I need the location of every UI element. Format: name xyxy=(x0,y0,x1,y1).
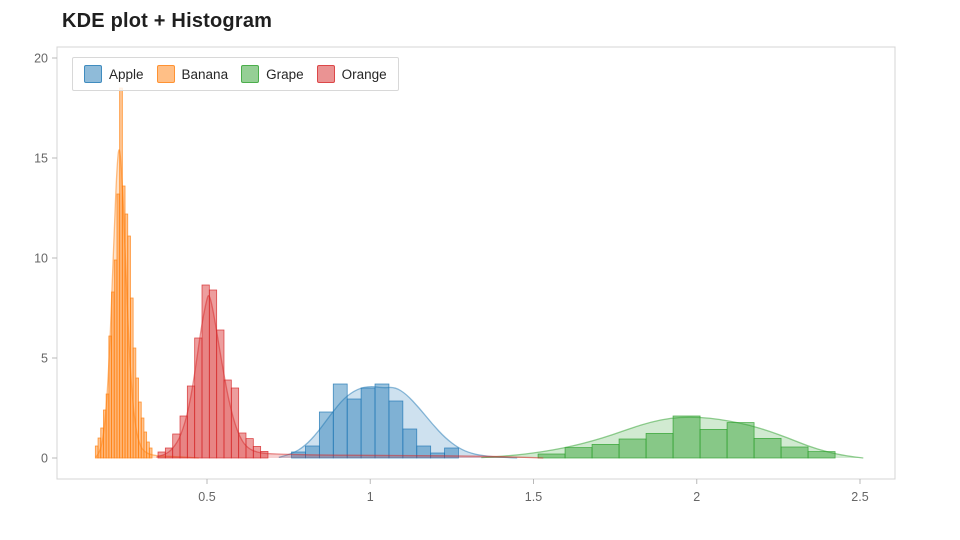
y-tick-label: 5 xyxy=(41,352,48,366)
x-axis: 0.5 1 1.5 2 2.5 xyxy=(198,479,869,504)
legend: Apple Banana Grape Orange xyxy=(72,57,399,91)
hist-bar xyxy=(672,415,701,459)
y-tick-label: 20 xyxy=(34,52,48,66)
series-banana xyxy=(94,87,199,459)
legend-item-grape: Grape xyxy=(241,65,304,83)
hist-bar xyxy=(645,432,674,459)
hist-bar xyxy=(807,451,836,459)
kde-area xyxy=(96,149,199,458)
legend-swatch-grape-icon xyxy=(241,65,260,83)
y-tick-label: 10 xyxy=(34,252,48,266)
x-tick-label: 2 xyxy=(693,490,700,504)
x-tick-label: 2.5 xyxy=(851,490,868,504)
kde-line xyxy=(156,295,544,459)
series-apple xyxy=(278,383,518,459)
kde-line xyxy=(95,149,199,459)
hist-bar xyxy=(726,422,755,459)
kde-line xyxy=(278,385,518,459)
y-tick-label: 0 xyxy=(41,452,48,466)
x-tick-label: 1.5 xyxy=(525,490,542,504)
legend-item-orange: Orange xyxy=(316,65,387,83)
legend-swatch-apple-icon xyxy=(84,65,102,83)
series-grape xyxy=(481,415,864,459)
legend-swatch-orange-icon xyxy=(316,65,335,83)
kde-line xyxy=(481,416,864,459)
page-title: KDE plot + Histogram xyxy=(62,10,273,32)
x-tick-label: 1 xyxy=(367,490,374,504)
legend-label-apple: Apple xyxy=(109,66,144,82)
hist-bar xyxy=(444,447,459,459)
legend-swatch-banana-icon xyxy=(156,65,175,83)
series-orange xyxy=(156,284,544,459)
legend-label-banana: Banana xyxy=(181,66,229,82)
kde-area xyxy=(481,417,864,458)
kde-area xyxy=(156,295,544,458)
hist-bar xyxy=(416,445,432,459)
x-tick-label: 0.5 xyxy=(198,490,215,504)
y-axis: 0 5 10 15 20 xyxy=(34,52,57,466)
legend-item-banana: Banana xyxy=(156,65,229,83)
legend-item-apple: Apple xyxy=(84,65,144,83)
axes-box xyxy=(56,46,896,480)
y-tick-label: 15 xyxy=(34,152,48,166)
legend-label-grape: Grape xyxy=(266,66,304,82)
kde-area xyxy=(278,386,518,458)
legend-label-orange: Orange xyxy=(341,66,387,82)
hist-bar xyxy=(402,428,418,459)
hist-bar xyxy=(699,428,728,459)
hist-bar xyxy=(148,447,153,459)
hist-bar xyxy=(260,450,269,459)
